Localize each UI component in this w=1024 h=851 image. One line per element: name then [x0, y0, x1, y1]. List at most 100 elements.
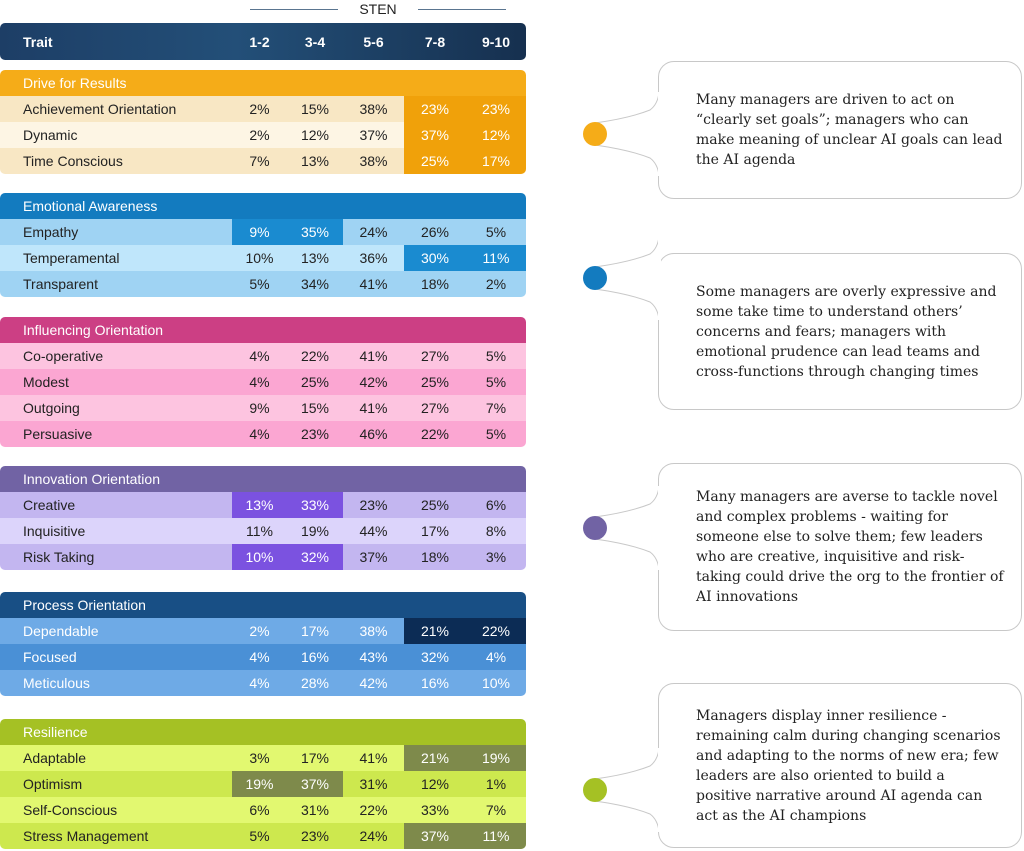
value-cell: 5%	[485, 348, 507, 364]
value-cell: 22%	[420, 426, 450, 442]
value-cell: 17%	[420, 523, 450, 539]
value-cell: 23%	[359, 497, 388, 513]
callout-dot-icon	[583, 122, 607, 146]
value-cell: 15%	[300, 400, 330, 416]
highlighted-value-cell: 25%	[404, 148, 466, 174]
section-title: Innovation Orientation	[23, 471, 160, 487]
value-cell: 27%	[420, 400, 450, 416]
value-cell: 7%	[485, 400, 507, 416]
callout-text: Managers display inner resilience - rema…	[696, 707, 1001, 824]
callout: Many managers are driven to act on “clea…	[570, 61, 1024, 199]
trait-name: Inquisitive	[23, 523, 86, 539]
value-cell: 32%	[420, 649, 450, 665]
value-cell: 16%	[420, 675, 450, 691]
table-row: Adaptable 3% 17% 41% 21% 19%	[0, 745, 526, 771]
callout-connector	[594, 235, 661, 321]
section-title: Process Orientation	[23, 597, 146, 613]
table-row: Time Conscious 7% 13% 38% 25% 17%	[0, 148, 526, 174]
table-row: Risk Taking 10% 32% 37% 18% 3%	[0, 544, 526, 570]
value-cell: 4%	[249, 348, 270, 364]
sten-rule-left	[250, 9, 338, 10]
sten-column-header: 9-10	[481, 33, 511, 50]
callout: Managers display inner resilience - rema…	[570, 683, 1024, 848]
callout-dot-icon	[583, 778, 607, 802]
value-cell: 5%	[485, 224, 507, 240]
section-title: Emotional Awareness	[23, 198, 158, 214]
value-cell: 37%	[359, 127, 388, 143]
value-cell: 37%	[359, 549, 388, 565]
value-cell: 26%	[420, 224, 450, 240]
highlighted-value-cell: 23%	[466, 96, 526, 122]
value-cell: 3%	[485, 549, 507, 565]
trait-name: Creative	[23, 497, 76, 513]
table-row: Meticulous 4% 28% 42% 16% 10%	[0, 670, 526, 696]
sten-column-header: 7-8	[424, 33, 446, 50]
trait-section: Resilience Adaptable 3% 17% 41% 21% 19% Optimis…	[0, 719, 526, 849]
sten-column-header: 5-6	[363, 33, 384, 50]
table-row: Co-operative 4% 22% 41% 27% 5%	[0, 343, 526, 369]
value-cell: 2%	[249, 623, 270, 639]
section-header: Innovation Orientation	[0, 466, 526, 492]
trait-section: Process Orientation Dependable 2% 17% 38% 21%…	[0, 592, 526, 696]
highlighted-value-cell: 13%	[232, 492, 287, 518]
value-cell: 41%	[359, 400, 388, 416]
highlighted-value-cell: 19%	[232, 771, 287, 797]
trait-name: Co-operative	[23, 348, 104, 364]
trait-name: Self-Conscious	[23, 802, 118, 818]
callout-connector	[594, 485, 661, 571]
table-row: Dynamic 2% 12% 37% 37% 12%	[0, 122, 526, 148]
value-cell: 5%	[249, 276, 270, 292]
value-cell: 31%	[300, 802, 330, 818]
table-row: Creative 13% 33% 23% 25% 6%	[0, 492, 526, 518]
table-row: Dependable 2% 17% 38% 21% 22%	[0, 618, 526, 644]
value-cell: 24%	[359, 224, 388, 240]
table-row: Modest 4% 25% 42% 25% 5%	[0, 369, 526, 395]
value-cell: 16%	[300, 649, 330, 665]
value-cell: 10%	[481, 675, 511, 691]
highlighted-value-cell: 37%	[404, 823, 466, 849]
highlighted-value-cell: 19%	[466, 745, 526, 771]
value-cell: 3%	[249, 750, 270, 766]
value-cell: 42%	[359, 675, 388, 691]
trait-name: Transparent	[23, 276, 98, 292]
value-cell: 42%	[359, 374, 388, 390]
section-header: Resilience	[0, 719, 526, 745]
value-cell: 24%	[359, 828, 388, 844]
trait-name: Risk Taking	[23, 549, 95, 565]
value-cell: 28%	[300, 675, 330, 691]
highlighted-value-cell: 35%	[287, 219, 343, 245]
callout: Some managers are overly expressive and …	[570, 235, 1024, 410]
value-cell: 23%	[300, 828, 330, 844]
section-header: Drive for Results	[0, 70, 526, 96]
value-cell: 38%	[359, 153, 388, 169]
value-cell: 7%	[249, 153, 270, 169]
value-cell: 6%	[485, 497, 507, 513]
highlighted-value-cell: 22%	[466, 618, 526, 644]
section-title: Influencing Orientation	[23, 322, 164, 338]
value-cell: 46%	[359, 426, 388, 442]
section-title: Resilience	[23, 724, 88, 740]
highlighted-value-cell: 32%	[287, 544, 343, 570]
callout-text: Many managers are averse to tackle novel…	[696, 489, 1004, 605]
value-cell: 18%	[420, 276, 450, 292]
value-cell: 5%	[249, 828, 270, 844]
callout-box	[658, 61, 1022, 199]
section-header: Influencing Orientation	[0, 317, 526, 343]
highlighted-value-cell: 21%	[404, 745, 466, 771]
callout-connector	[594, 747, 661, 833]
value-cell: 25%	[420, 497, 450, 513]
highlighted-value-cell: 11%	[466, 245, 526, 271]
trait-name: Optimism	[23, 776, 83, 792]
value-cell: 18%	[420, 549, 450, 565]
callout-box	[658, 683, 1022, 848]
value-cell: 4%	[485, 649, 507, 665]
value-cell: 34%	[300, 276, 330, 292]
section-header: Emotional Awareness	[0, 193, 526, 219]
callout-dot-icon	[583, 266, 607, 290]
trait-section: Innovation Orientation Creative 13% 33% 23% 2…	[0, 466, 526, 570]
value-cell: 22%	[300, 348, 330, 364]
table-row: Focused 4% 16% 43% 32% 4%	[0, 644, 526, 670]
sten-label: STEN	[359, 1, 397, 17]
value-cell: 11%	[246, 523, 273, 539]
value-cell: 5%	[485, 374, 507, 390]
